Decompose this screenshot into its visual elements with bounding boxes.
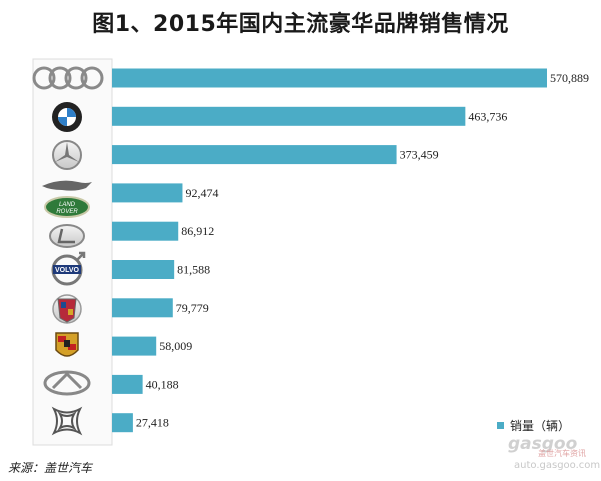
watermark-sub: 盖世汽车资讯 (538, 449, 586, 458)
brand-logo-column: LAND ROVER VOLVO (32, 58, 113, 446)
bar (112, 374, 143, 394)
bar (112, 68, 547, 88)
lexus-logo (49, 224, 85, 248)
cadillac-logo (52, 294, 82, 324)
bars-group (112, 68, 547, 433)
bar (112, 298, 173, 318)
bar (112, 106, 466, 126)
bar-value-label: 86,912 (181, 224, 214, 238)
bar-value-label: 27,418 (136, 416, 169, 430)
gasgoo-watermark: gasgoo 盖世汽车资讯 auto.gasgoo.com (486, 432, 601, 476)
landrover-logo-text: ROVER (56, 209, 78, 215)
chart-title: 图1、2015年国内主流豪华品牌销售情况 (92, 12, 509, 37)
volvo-logo-text: VOLVO (55, 267, 80, 274)
bar-value-label: 81,588 (177, 263, 210, 277)
ds-logo (51, 406, 83, 436)
source-note: 来源：盖世汽车 (8, 461, 93, 475)
bar-value-label: 58,009 (159, 339, 192, 353)
porsche-logo (55, 332, 79, 357)
bar-value-label: 463,736 (468, 109, 507, 123)
watermark-brand: gasgoo (508, 434, 578, 454)
bar (112, 221, 179, 241)
bmw-logo (52, 102, 82, 132)
audi-logo (32, 66, 104, 90)
bar-value-label: 373,459 (400, 148, 439, 162)
volvo-logo: VOLVO (51, 251, 86, 286)
bar-value-label: 40,188 (146, 377, 179, 391)
bar (112, 145, 397, 165)
bar-value-label: 570,889 (550, 71, 589, 85)
landrover-logo-text: LAND (59, 202, 76, 208)
watermark-url: auto.gasgoo.com (514, 460, 601, 471)
legend-label: 销量（辆） (510, 419, 571, 433)
bar (112, 183, 183, 203)
bar-value-label: 92,474 (185, 186, 218, 200)
bar (112, 336, 157, 356)
bar (112, 260, 175, 279)
legend: 销量（辆） (497, 417, 570, 434)
mercedes-logo (52, 140, 82, 170)
bar (112, 413, 133, 433)
legend-swatch (497, 422, 504, 429)
bar-value-label: 79,779 (176, 301, 209, 315)
infiniti-logo (43, 370, 91, 396)
jaguar-landrover-logo: LAND ROVER (42, 180, 92, 218)
value-labels-group: 570,889 463,736 373,459 92,474 86,912 81,588 7… (136, 71, 589, 430)
